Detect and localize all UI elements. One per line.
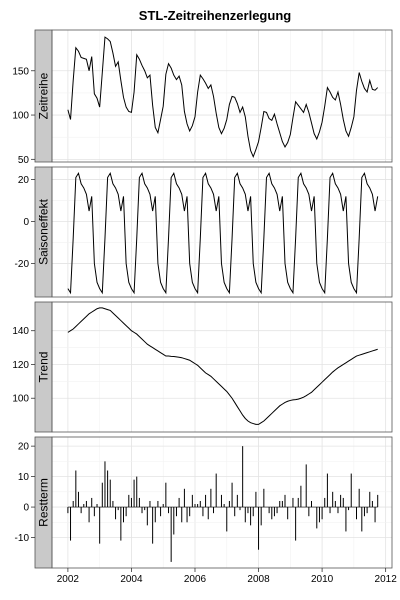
y-tick-label: 20 (18, 442, 30, 453)
series-line-zeitreihe (67, 36, 379, 159)
panel-saisoneffekt: Saisoneffekt -20 0 20 (15, 166, 393, 298)
panel-border (51, 166, 393, 298)
plot-background (52, 30, 392, 162)
facet-label-saisoneffekt: Saisoneffekt (37, 198, 51, 264)
panel-border (51, 301, 393, 433)
y-tick-label: 20 (18, 175, 30, 186)
y-tick-label: 100 (12, 394, 29, 405)
chart-title: STL-Zeitreihenzerlegung (139, 8, 291, 23)
x-tick-label: 2002 (57, 574, 80, 585)
x-tick-label: 2004 (120, 574, 143, 585)
y-tick-label: -10 (15, 533, 30, 544)
panel-trend: Trend 100 120 140 (12, 301, 393, 433)
plot-background (52, 302, 392, 432)
y-tick-label: 50 (18, 155, 30, 166)
panel-border (51, 436, 393, 569)
y-tick-label: 10 (18, 472, 30, 483)
facet-label-restterm: Restterm (37, 478, 51, 527)
plot-background (52, 167, 392, 297)
panel-zeitreihe: Zeitreihe 50 100 150 (12, 29, 393, 166)
x-tick-label: 2010 (311, 574, 334, 585)
y-tick-label: 120 (12, 360, 29, 371)
y-tick-label: 0 (23, 503, 29, 514)
y-tick-label: 100 (12, 111, 29, 122)
y-tick-label: 140 (12, 326, 29, 337)
y-tick-label: -20 (15, 259, 30, 270)
y-tick-label: 150 (12, 66, 29, 77)
x-tick-label: 2006 (184, 574, 207, 585)
x-tick-label: 2008 (247, 574, 270, 585)
x-tick-label: 2012 (375, 574, 398, 585)
panel-restterm: Restterm -10 0 10 20 (15, 436, 393, 569)
series-line-saisoneffekt (67, 172, 379, 295)
panel-border (51, 29, 393, 163)
series-line-trend (67, 307, 378, 425)
y-tick-label: 0 (23, 217, 29, 228)
facet-label-zeitreihe: Zeitreihe (37, 72, 51, 119)
facet-label-trend: Trend (37, 352, 51, 383)
